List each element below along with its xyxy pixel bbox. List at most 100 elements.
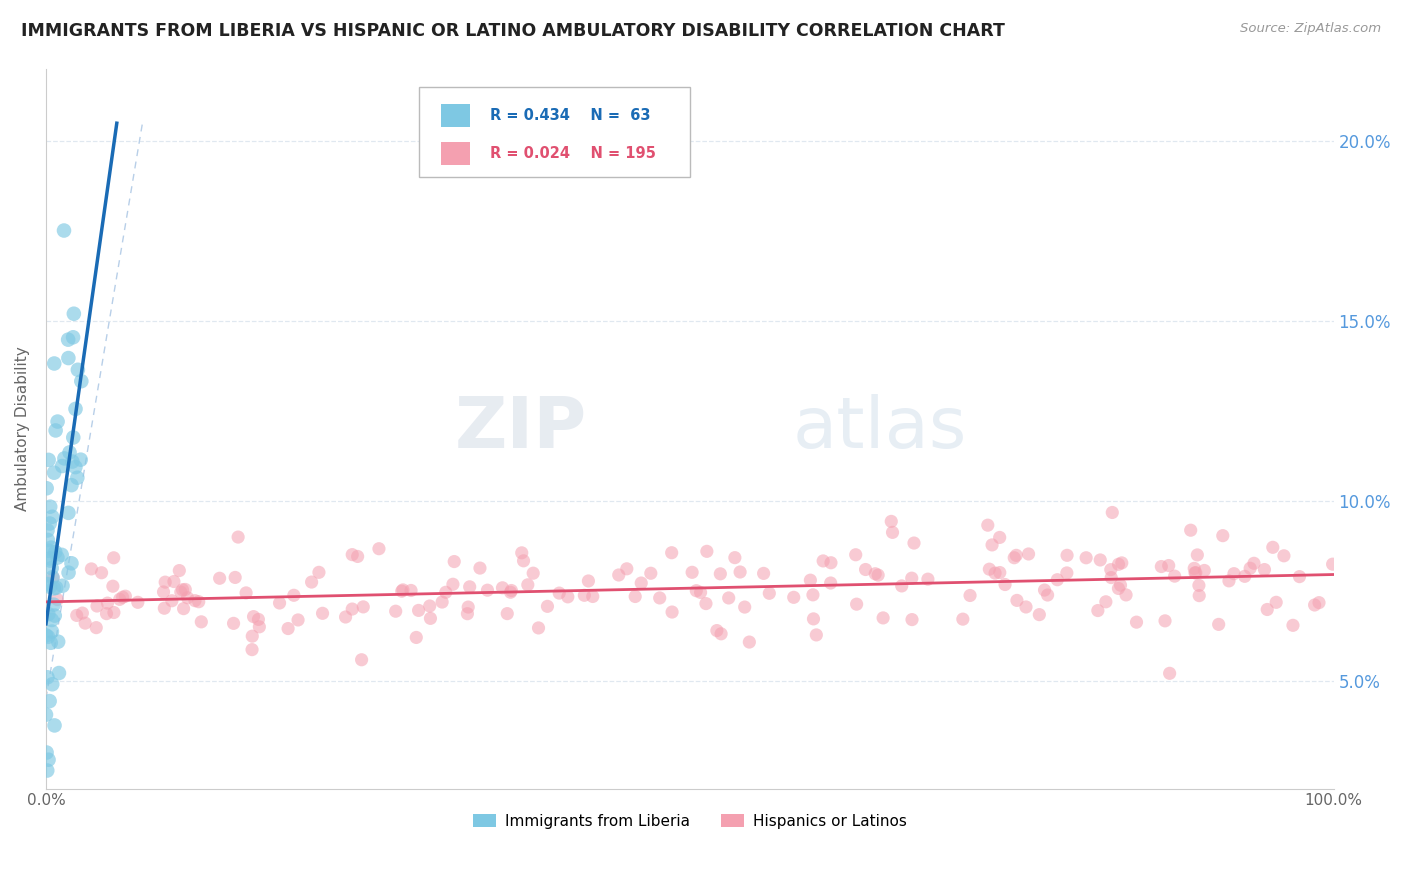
Point: [630, 576, 652, 591]
FancyBboxPatch shape: [441, 104, 470, 128]
Text: IMMIGRANTS FROM LIBERIA VS HISPANIC OR LATINO AMBULATORY DISABILITY CORRELATION : IMMIGRANTS FROM LIBERIA VS HISPANIC OR L…: [21, 22, 1005, 40]
Point: [53, 223, 76, 237]
Point: [1308, 596, 1330, 610]
Point: [208, 571, 231, 585]
Point: [58, 351, 80, 365]
Point: [984, 566, 1007, 580]
Point: [820, 556, 842, 570]
Point: [38, 516, 60, 531]
Point: [1056, 549, 1078, 563]
Point: [42, 582, 65, 596]
Point: [695, 597, 717, 611]
Point: [247, 620, 270, 634]
Point: [44, 357, 66, 371]
Point: [240, 629, 263, 643]
Point: [65, 401, 87, 416]
Point: [114, 589, 136, 603]
Point: [56, 333, 79, 347]
Point: [35, 628, 58, 642]
Point: [66, 471, 89, 485]
Point: [224, 570, 246, 584]
Point: [994, 577, 1017, 591]
Point: [1163, 569, 1185, 583]
Point: [582, 590, 605, 604]
Point: [311, 607, 333, 621]
Point: [152, 585, 174, 599]
Point: [1303, 598, 1326, 612]
Point: [1194, 564, 1216, 578]
Point: [728, 565, 751, 579]
Point: [1212, 529, 1234, 543]
Point: [391, 584, 413, 599]
Point: [491, 581, 513, 595]
Point: [53, 451, 76, 466]
Point: [38, 543, 60, 558]
Point: [1180, 523, 1202, 537]
Point: [90, 566, 112, 580]
Point: [44, 718, 66, 732]
Point: [39, 636, 62, 650]
Point: [1056, 566, 1078, 580]
Point: [624, 590, 647, 604]
Point: [37, 630, 59, 644]
Point: [51, 579, 73, 593]
Point: [1159, 666, 1181, 681]
Text: Source: ZipAtlas.com: Source: ZipAtlas.com: [1240, 22, 1381, 36]
Point: [1046, 573, 1069, 587]
Point: [434, 585, 457, 599]
Point: [1223, 566, 1246, 581]
Point: [335, 610, 357, 624]
Point: [882, 525, 904, 540]
Point: [392, 582, 415, 597]
Point: [458, 580, 481, 594]
Point: [169, 564, 191, 578]
Point: [1074, 550, 1097, 565]
Point: [368, 541, 391, 556]
Point: [63, 307, 86, 321]
Point: [174, 582, 197, 597]
Point: [80, 562, 103, 576]
Point: [46, 550, 69, 565]
Point: [1243, 557, 1265, 571]
Point: [342, 548, 364, 562]
Point: [38, 580, 60, 594]
Point: [37, 524, 59, 538]
Point: [685, 583, 707, 598]
Point: [496, 607, 519, 621]
Point: [557, 590, 579, 604]
Point: [37, 533, 59, 547]
Point: [1265, 595, 1288, 609]
Point: [1322, 557, 1344, 571]
Point: [37, 577, 59, 591]
Point: [103, 606, 125, 620]
Point: [457, 600, 479, 615]
Point: [648, 591, 671, 605]
Point: [405, 631, 427, 645]
Point: [419, 611, 441, 625]
Point: [1256, 602, 1278, 616]
Point: [283, 588, 305, 602]
Point: [60, 556, 83, 570]
Point: [752, 566, 775, 581]
Point: [430, 595, 453, 609]
Point: [890, 579, 912, 593]
Point: [959, 589, 981, 603]
Point: [301, 575, 323, 590]
Point: [51, 458, 73, 473]
Point: [247, 612, 270, 626]
Point: [536, 599, 558, 614]
Point: [41, 677, 63, 691]
Point: [1028, 607, 1050, 622]
Point: [226, 530, 249, 544]
Point: [96, 607, 118, 621]
Text: R = 0.434    N =  63: R = 0.434 N = 63: [491, 108, 651, 123]
Point: [499, 585, 522, 599]
Point: [45, 581, 67, 595]
Point: [352, 599, 374, 614]
Point: [1208, 617, 1230, 632]
Point: [163, 574, 186, 589]
Point: [443, 555, 465, 569]
Point: [172, 582, 194, 597]
Point: [845, 548, 868, 562]
Point: [70, 374, 93, 388]
